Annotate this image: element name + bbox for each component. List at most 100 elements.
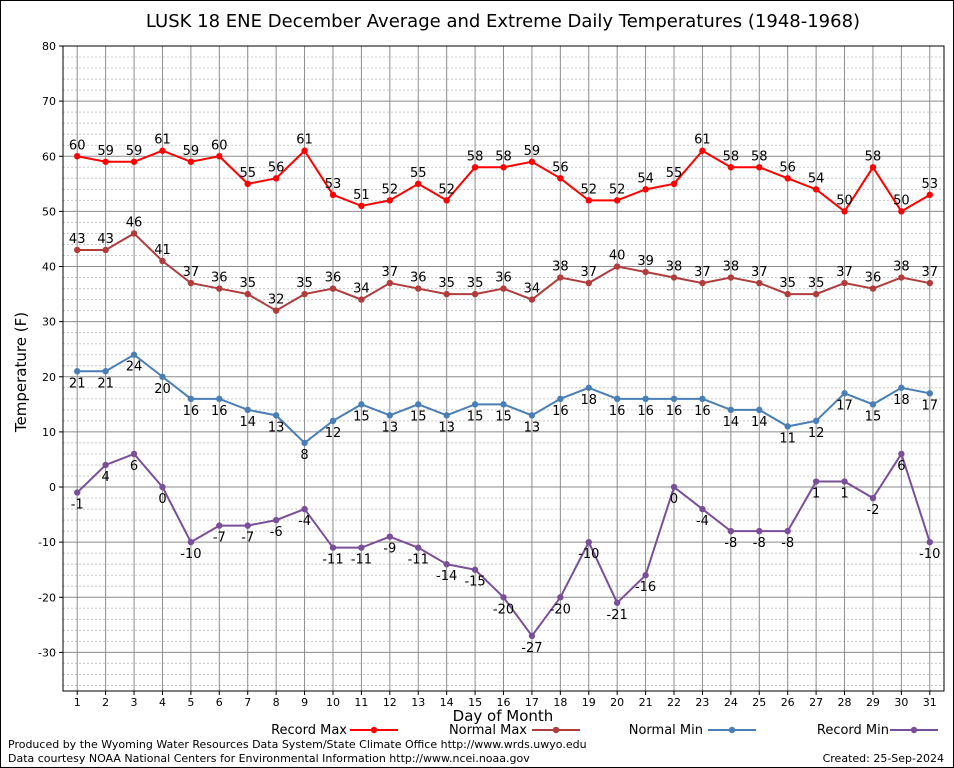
record-min-point (443, 561, 450, 568)
record-max-data-label: 50 (836, 193, 853, 208)
x-tick-label: 18 (553, 696, 567, 709)
normal-max-data-label: 38 (552, 260, 569, 275)
normal-min-point (926, 390, 933, 397)
normal-max-data-label: 38 (723, 260, 740, 275)
normal-min-point (642, 395, 649, 403)
record-min-data-label: -1 (71, 498, 84, 513)
normal-min-data-label: 11 (779, 431, 796, 446)
normal-max-data-label: 38 (666, 260, 683, 275)
normal-min-data-label: 13 (268, 420, 285, 435)
x-tick-label: 16 (497, 696, 511, 709)
record-min-point (358, 544, 365, 551)
y-tick-label: 40 (42, 261, 56, 274)
record-max-data-label: 56 (779, 160, 796, 175)
y-tick-label: 0 (49, 481, 56, 494)
record-min-point (699, 505, 706, 513)
record-min-point (500, 594, 507, 601)
x-tick-label: 9 (301, 696, 308, 709)
record-max-data-label: 52 (580, 182, 597, 197)
record-max-data-label: 52 (438, 182, 455, 197)
legend-label-normal-max: Normal Max (449, 723, 527, 738)
normal-min-point (613, 395, 621, 403)
record-max-data-label: 56 (268, 160, 285, 175)
record-max-point (727, 164, 735, 171)
normal-max-data-label: 39 (637, 254, 654, 269)
record-max-point (841, 208, 848, 215)
y-tick-label: 50 (42, 205, 56, 218)
record-min-point (74, 489, 81, 496)
record-max-point (130, 158, 138, 165)
y-tick-label: 70 (42, 95, 56, 108)
record-min-data-label: -10 (919, 547, 940, 562)
x-tick-label: 7 (244, 696, 251, 709)
record-min-point (812, 478, 820, 485)
normal-min-point (585, 384, 592, 391)
record-min-data-label: -10 (180, 547, 201, 562)
record-min-data-label: -8 (781, 536, 794, 551)
normal-min-point (898, 384, 905, 391)
record-min-point (841, 478, 848, 485)
record-max-data-label: 55 (410, 166, 427, 181)
record-max-point (756, 164, 763, 171)
normal-max-point (358, 296, 365, 303)
normal-max-data-label: 37 (382, 265, 399, 280)
footer-created: Created: 25-Sep-2024 (823, 752, 944, 765)
normal-min-data-label: 20 (154, 382, 171, 397)
record-max-point (812, 186, 820, 193)
normal-max-point (102, 246, 109, 254)
normal-max-point (415, 285, 422, 292)
x-tick-label: 4 (159, 696, 166, 709)
normal-max-data-label: 36 (865, 271, 882, 286)
record-min-point (585, 538, 592, 546)
record-max-data-label: 52 (382, 182, 399, 197)
record-max-point (386, 197, 394, 204)
y-tick-label: 80 (42, 40, 56, 53)
legend-marker-record-max (370, 726, 378, 734)
record-min-point (670, 483, 678, 491)
normal-max-point (216, 285, 223, 292)
normal-max-point (471, 290, 479, 298)
normal-min-data-label: 15 (353, 409, 370, 424)
normal-max-data-label: 34 (524, 282, 541, 297)
normal-min-point (159, 373, 166, 380)
x-tick-label: 21 (639, 696, 653, 709)
normal-max-data-label: 37 (922, 265, 939, 280)
x-tick-label: 28 (838, 696, 852, 709)
record-max-data-label: 58 (723, 149, 740, 164)
normal-max-point (528, 296, 536, 303)
normal-max-data-label: 36 (325, 271, 342, 286)
normal-min-data-label: 8 (300, 448, 308, 463)
normal-max-point (699, 279, 706, 287)
y-tick-label: 20 (42, 371, 56, 384)
record-max-point (187, 158, 195, 165)
record-max-point (301, 147, 308, 154)
footer-produced-by: Produced by the Wyoming Water Resources … (8, 738, 587, 751)
normal-min-data-label: 17 (836, 398, 853, 413)
normal-min-data-label: 13 (524, 420, 541, 435)
record-max-data-label: 55 (666, 166, 683, 181)
record-min-data-label: -8 (724, 536, 737, 551)
record-min-data-label: -11 (408, 553, 429, 568)
record-max-data-label: 56 (552, 160, 569, 175)
normal-min-data-label: 24 (126, 360, 143, 375)
normal-max-data-label: 35 (779, 276, 796, 291)
normal-min-point (784, 423, 791, 430)
normal-max-data-label: 36 (410, 271, 427, 286)
record-max-data-label: 59 (183, 144, 200, 159)
normal-max-point (272, 307, 280, 314)
record-max-data-label: 60 (69, 138, 86, 153)
x-tick-label: 1 (74, 696, 81, 709)
normal-min-point (869, 401, 877, 408)
record-max-point (500, 164, 507, 171)
normal-min-data-label: 15 (467, 409, 484, 424)
normal-min-data-label: 12 (325, 426, 342, 441)
record-max-data-label: 54 (808, 171, 825, 186)
x-tick-label: 12 (383, 696, 397, 709)
x-tick-label: 24 (724, 696, 738, 709)
record-max-data-label: 61 (296, 133, 313, 148)
normal-min-data-label: 15 (495, 409, 512, 424)
record-max-data-label: 60 (211, 138, 228, 153)
record-max-data-label: 58 (751, 149, 768, 164)
